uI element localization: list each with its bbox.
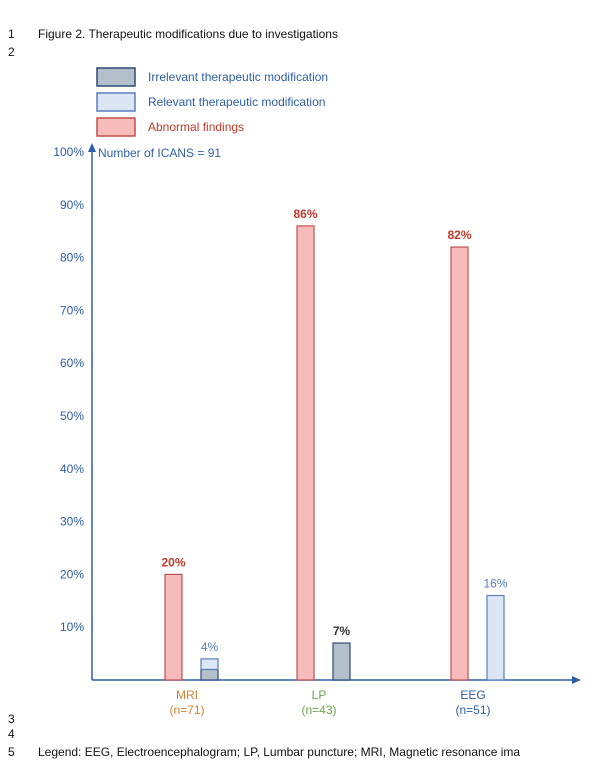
data-label-abnormal: 86% <box>293 207 317 221</box>
data-label-modification: 7% <box>333 624 351 638</box>
x-category-n: (n=51) <box>455 703 490 717</box>
data-label-abnormal: 82% <box>447 228 471 242</box>
y-tick-label: 90% <box>60 198 84 212</box>
y-tick-label: 10% <box>60 620 84 634</box>
x-axis-arrow <box>572 676 581 684</box>
figure-legend-text: Legend: EEG, Electroencephalogram; LP, L… <box>38 745 521 759</box>
y-tick-label: 50% <box>60 409 84 423</box>
doc-line-1: 1 Figure 2. Therapeutic modifications due… <box>8 27 338 41</box>
x-category-label: LP <box>312 688 327 702</box>
legend-swatch-relevant <box>96 92 136 112</box>
bar-abnormal-lp <box>296 225 315 681</box>
bar-irrelevant-lp <box>332 642 351 681</box>
legend-label-abnormal: Abnormal findings <box>148 120 244 134</box>
legend-swatch-irrelevant <box>96 67 136 87</box>
line-number: 1 <box>8 27 15 41</box>
y-tick-label: 20% <box>60 567 84 581</box>
bar-abnormal-eeg <box>450 246 469 681</box>
y-tick-label: 100% <box>53 145 84 159</box>
data-label-modification: 16% <box>483 577 507 591</box>
x-category-label: MRI <box>176 688 198 702</box>
x-category-n: (n=71) <box>169 703 204 717</box>
x-category-n: (n=43) <box>301 703 336 717</box>
bar-irrelevant-mri <box>200 668 219 681</box>
doc-line-3: 3 <box>8 712 38 726</box>
doc-line-4: 4 <box>8 727 38 741</box>
doc-line-2: 2 <box>8 45 38 59</box>
bar-relevant-mri <box>200 658 219 671</box>
doc-line-5: 5 Legend: EEG, Electroencephalogram; LP, … <box>8 745 520 759</box>
x-category-label: EEG <box>460 688 485 702</box>
y-tick-label: 40% <box>60 462 84 476</box>
y-tick-label: 60% <box>60 356 84 370</box>
icans-count-annotation: Number of ICANS = 91 <box>98 146 221 160</box>
line-number: 4 <box>8 727 15 741</box>
bar-abnormal-mri <box>164 573 183 681</box>
y-tick-label: 30% <box>60 515 84 529</box>
y-tick-label: 80% <box>60 251 84 265</box>
y-tick-label: 70% <box>60 303 84 317</box>
figure-caption: Figure 2. Therapeutic modifications due … <box>38 27 338 41</box>
legend-label-irrelevant: Irrelevant therapeutic modification <box>148 70 328 84</box>
y-axis-arrow <box>88 143 96 152</box>
legend-label-relevant: Relevant therapeutic modification <box>148 95 325 109</box>
data-label-modification: 4% <box>201 640 219 654</box>
line-number: 2 <box>8 45 15 59</box>
bar-relevant-eeg <box>486 594 505 681</box>
line-number: 3 <box>8 712 15 726</box>
line-number: 5 <box>8 745 15 759</box>
legend-swatch-abnormal <box>96 117 136 137</box>
data-label-abnormal: 20% <box>161 555 185 569</box>
